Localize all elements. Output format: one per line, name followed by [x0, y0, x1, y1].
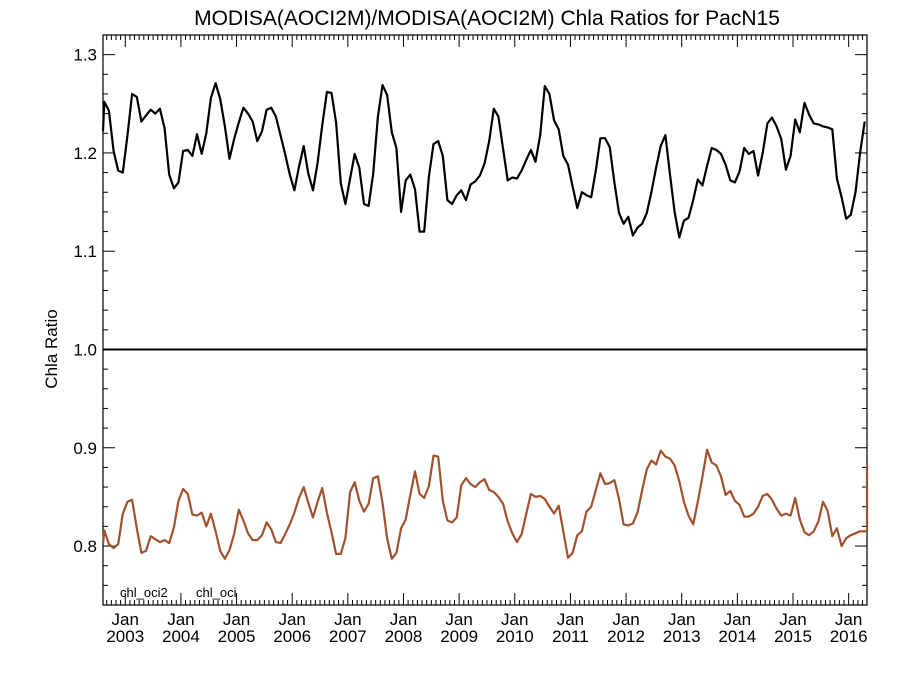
x-tick-label-year: 2014 — [718, 627, 756, 646]
x-tick-label-year: 2016 — [830, 627, 868, 646]
y-tick-label: 0.8 — [73, 537, 97, 556]
x-tick-label-month: Jan — [223, 610, 250, 629]
x-tick-label-month: Jan — [278, 610, 305, 629]
plot-frame — [102, 34, 868, 606]
x-tick-label-month: Jan — [557, 610, 584, 629]
chart-title: MODISA(AOCI2M)/MODISA(AOCI2M) Chla Ratio… — [194, 7, 780, 30]
y-tick-label: 1.3 — [73, 46, 97, 65]
x-tick-label-year: 2015 — [774, 627, 812, 646]
x-tick-label-month: Jan — [167, 610, 194, 629]
x-tick-label-month: Jan — [390, 610, 417, 629]
y-tick-label: 0.9 — [73, 439, 97, 458]
y-axis-label: Chla Ratio — [42, 309, 61, 388]
x-tick-label-month: Jan — [724, 610, 751, 629]
x-tick-label-year: 2008 — [385, 627, 423, 646]
x-tick-label-month: Jan — [835, 610, 862, 629]
x-tick-label-month: Jan — [501, 610, 528, 629]
legend-entry-chl-oci2: chl_oci2 — [120, 585, 168, 600]
x-tick-label-month: Jan — [779, 610, 806, 629]
y-tick-label: 1.2 — [73, 144, 97, 163]
x-tick-label-year: 2013 — [663, 627, 701, 646]
x-tick-label-year: 2006 — [273, 627, 311, 646]
legend-entry-chl-oci: chl_oci — [196, 585, 237, 600]
x-tick-label-month: Jan — [445, 610, 472, 629]
x-tick-label-month: Jan — [668, 610, 695, 629]
x-tick-label-year: 2012 — [607, 627, 645, 646]
x-tick-label-year: 2009 — [440, 627, 478, 646]
x-tick-label-year: 2003 — [106, 627, 144, 646]
x-tick-label-year: 2011 — [552, 627, 589, 646]
y-tick-label: 1.1 — [73, 242, 97, 261]
x-tick-label-year: 2005 — [218, 627, 256, 646]
x-tick-label-month: Jan — [112, 610, 139, 629]
x-tick-label-year: 2007 — [329, 627, 367, 646]
y-tick-label: 1.0 — [73, 340, 97, 359]
x-tick-label-year: 2010 — [496, 627, 534, 646]
x-tick-label-year: 2004 — [162, 627, 200, 646]
series-line-chl-oci2 — [101, 448, 869, 560]
x-tick-label-month: Jan — [612, 610, 639, 629]
series-line-chl-oci — [101, 82, 866, 239]
x-tick-label-month: Jan — [334, 610, 361, 629]
